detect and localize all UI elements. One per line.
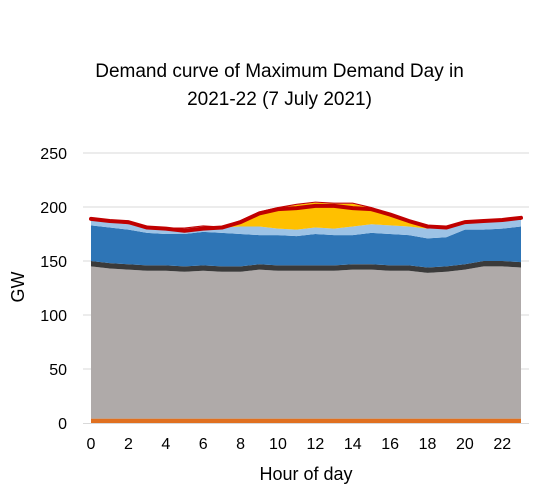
x-tick-label: 0 [87, 436, 96, 453]
y-tick-label: 0 [58, 416, 67, 433]
x-tick-label: 8 [236, 436, 245, 453]
area-series-6 [91, 202, 521, 230]
x-tick-label: 18 [419, 436, 437, 453]
y-tick-label: 250 [40, 146, 67, 163]
x-tick-label: 6 [199, 436, 208, 453]
y-axis-label: GW [8, 271, 28, 302]
y-tick-label: 150 [40, 254, 67, 271]
total-demand-line [89, 203, 523, 233]
x-tick-label: 10 [269, 436, 287, 453]
x-tick-label: 2 [124, 436, 133, 453]
area-series-3 [91, 261, 521, 273]
area-series-2 [91, 266, 521, 419]
x-tick-label: 22 [493, 436, 511, 453]
area-series-1 [91, 418, 521, 423]
y-tick-label: 100 [40, 308, 67, 325]
x-tick-label: 16 [381, 436, 399, 453]
chart-title-line-1: Demand curve of Maximum Demand Day in [95, 61, 464, 82]
x-tick-label: 20 [456, 436, 474, 453]
y-tick-label: 50 [49, 362, 67, 379]
x-tick-label: 4 [161, 436, 170, 453]
y-tick-label: 200 [40, 200, 67, 217]
x-tick-label: 14 [344, 436, 362, 453]
chart-title-line-2: 2021-22 (7 July 2021) [187, 89, 372, 110]
x-tick-label: 12 [306, 436, 324, 453]
area-series-5 [91, 219, 521, 239]
x-axis-label: Hour of day [259, 464, 352, 484]
area-series-4 [91, 225, 521, 268]
